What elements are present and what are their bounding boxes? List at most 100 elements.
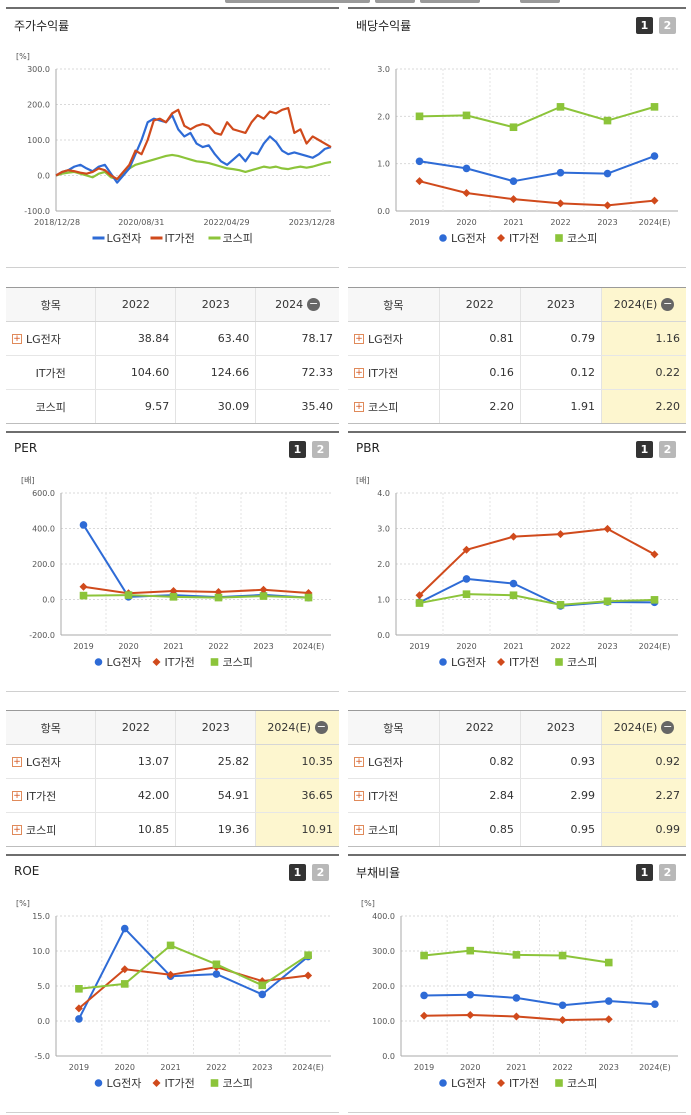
collapse-icon[interactable]: − (314, 720, 328, 735)
data-point-lg (439, 1079, 447, 1087)
data-point-kospi (415, 599, 424, 607)
legend-lg[interactable]: LG전자 (92, 232, 142, 245)
view-1-button[interactable]: 1 (636, 441, 653, 458)
legend-kospi[interactable]: 코스피 (555, 232, 597, 245)
view-2-button[interactable]: 2 (659, 441, 676, 458)
expand-icon[interactable]: + (354, 401, 364, 412)
data-point-it (556, 199, 565, 208)
view-2-button[interactable]: 2 (659, 17, 676, 34)
legend-lg[interactable]: LG전자 (94, 1077, 142, 1090)
expand-icon[interactable]: + (354, 333, 364, 344)
dividend-yield-chart: 3.0 2.0 1.0 0.0 2019 2020 2021 2022 2023 2024(E) L… (377, 65, 678, 245)
table-header-row: 항목 2022 2023 2024(E) − (6, 711, 339, 745)
table-row: + IT가전 0.16 0.12 0.22 (348, 355, 686, 390)
table-cell: 19.36 (175, 812, 256, 846)
row-label[interactable]: IT가전 (6, 355, 96, 390)
collapse-icon[interactable]: − (661, 720, 675, 735)
collapse-icon[interactable]: − (307, 297, 321, 312)
view-2-button[interactable]: 2 (659, 864, 676, 881)
data-point-it (497, 234, 505, 242)
expand-icon[interactable]: + (12, 333, 22, 344)
expand-icon[interactable]: + (12, 790, 22, 801)
data-point-lg (462, 575, 471, 583)
table-header: 항목 (6, 711, 96, 745)
table-header: 2022 (438, 288, 521, 322)
legend-kospi[interactable]: 코스피 (208, 232, 253, 245)
legend-it[interactable]: IT가전 (497, 232, 539, 245)
panel-title: PER (14, 441, 38, 455)
debt-ratio-panel: 부채비율 1 2 [%] 400.0 300.0 200.0 100.0 0.0 2019 2… (348, 854, 686, 1113)
collapse-icon[interactable]: − (661, 297, 675, 312)
row-label[interactable]: + 코스피 (12, 823, 57, 837)
top-tab-1[interactable] (225, 0, 370, 3)
legend-it[interactable]: IT가전 (497, 656, 539, 669)
row-label[interactable]: + 코스피 (354, 400, 399, 414)
data-point-kospi (558, 951, 567, 960)
panel-title: 배당수익률 (356, 19, 412, 33)
x-tick-label: 2023/12/28 (289, 218, 335, 227)
x-tick-label: 2021 (503, 218, 523, 227)
expand-icon[interactable]: + (354, 756, 364, 767)
data-point-lg (94, 658, 103, 666)
series-line-it (83, 585, 309, 595)
legend-lg[interactable]: LG전자 (439, 232, 486, 245)
legend-lg[interactable]: LG전자 (439, 1077, 486, 1090)
row-label[interactable]: + 코스피 (354, 823, 399, 837)
legend-label: 코스피 (567, 232, 597, 245)
row-label[interactable]: + LG전자 (6, 321, 96, 356)
unit-label: [%] (16, 52, 30, 61)
legend-lg[interactable]: LG전자 (439, 656, 486, 669)
legend-it[interactable]: IT가전 (152, 1077, 195, 1090)
legend-it[interactable]: IT가전 (150, 232, 195, 245)
table-header: 항목 (6, 288, 96, 322)
data-point-kospi (509, 123, 518, 132)
table-cell: 38.84 (95, 321, 176, 356)
view-1-button[interactable]: 1 (289, 864, 306, 881)
y-tick-label: 3.0 (377, 65, 390, 74)
expand-icon[interactable]: + (354, 367, 364, 378)
data-point-lg (509, 579, 518, 588)
row-label[interactable]: + IT가전 (348, 778, 440, 813)
top-tab-3[interactable] (420, 0, 480, 3)
legend-lg[interactable]: LG전자 (94, 656, 142, 669)
row-label[interactable]: + LG전자 (6, 744, 96, 779)
top-tab-4[interactable] (520, 0, 560, 3)
data-point-kospi (210, 1079, 219, 1087)
row-label[interactable]: + IT가전 (6, 778, 96, 813)
data-point-kospi (79, 591, 88, 600)
table-cell: 0.82 (438, 744, 521, 779)
data-point-lg (604, 997, 613, 1005)
expand-icon[interactable]: + (354, 824, 364, 835)
expand-icon[interactable]: + (12, 756, 22, 767)
data-point-it (512, 1012, 521, 1021)
x-tick-label: 2018/12/28 (34, 218, 80, 227)
legend-label: IT가전 (165, 656, 195, 669)
legend-kospi[interactable]: 코스피 (210, 656, 253, 669)
data-point-kospi (420, 951, 428, 960)
top-tab-2[interactable] (375, 0, 415, 3)
legend-kospi[interactable]: 코스피 (555, 1077, 597, 1090)
y-tick-label: 1.0 (377, 596, 390, 605)
legend-kospi[interactable]: 코스피 (555, 656, 597, 669)
row-label[interactable]: + LG전자 (348, 321, 440, 356)
expand-icon[interactable]: + (354, 790, 364, 801)
legend-kospi[interactable]: 코스피 (210, 1077, 253, 1090)
row-label[interactable]: + IT가전 (348, 355, 440, 390)
data-point-it (169, 586, 178, 595)
table-cell: 0.22 (600, 355, 686, 390)
view-1-button[interactable]: 1 (289, 441, 306, 458)
view-2-button[interactable]: 2 (312, 441, 329, 458)
row-label[interactable]: + LG전자 (348, 744, 440, 779)
legend-it[interactable]: IT가전 (152, 656, 195, 669)
expand-icon[interactable]: + (12, 824, 22, 835)
pbr-chart: [배] 4.0 3.0 2.0 1.0 0.0 2019 2020 2021 2022 2023 20… (356, 476, 678, 669)
view-1-button[interactable]: 1 (636, 17, 653, 34)
panel-title: 주가수익률 (14, 19, 70, 33)
view-2-button[interactable]: 2 (312, 864, 329, 881)
legend-label: 코스피 (223, 232, 253, 245)
table-cell: 0.12 (519, 355, 602, 390)
unit-label: [배] (356, 476, 370, 485)
legend-it[interactable]: IT가전 (497, 1077, 539, 1090)
view-1-button[interactable]: 1 (636, 864, 653, 881)
row-label[interactable]: 코스피 (35, 400, 66, 414)
